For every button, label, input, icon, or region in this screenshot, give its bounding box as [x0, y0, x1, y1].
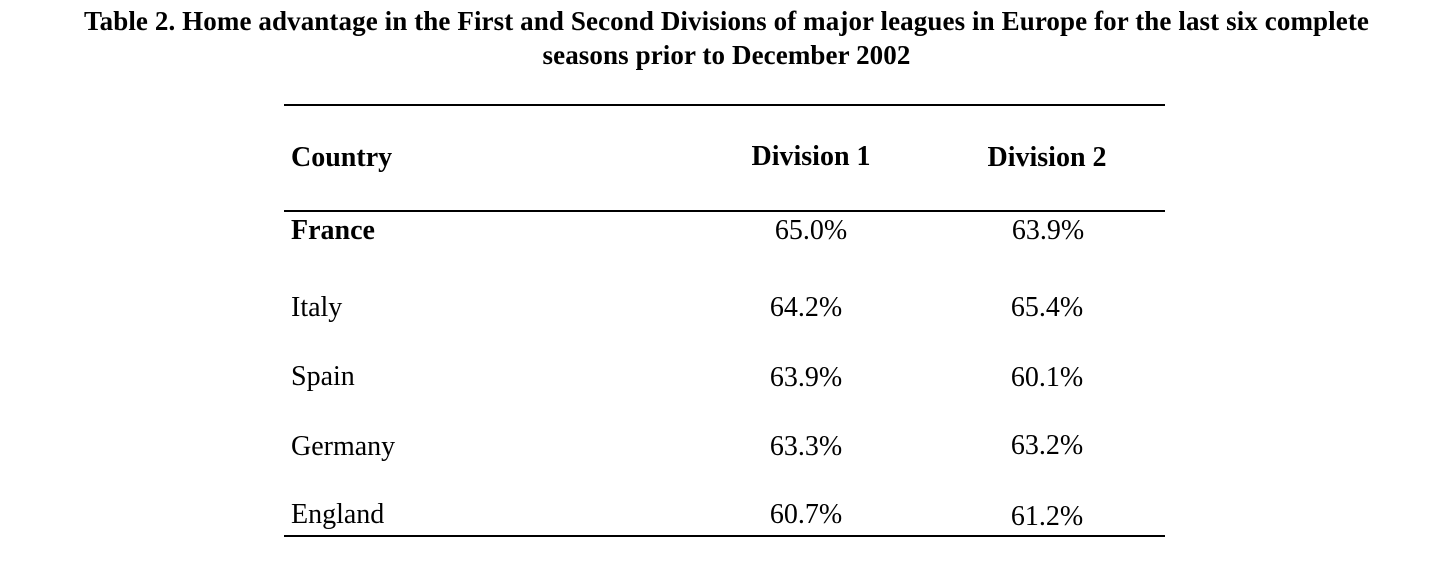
row-division-1-value: 60.7% — [769, 499, 843, 530]
row-country: Italy — [291, 292, 343, 323]
row-division-1-value: 65.0% — [774, 215, 848, 246]
row-division-2-value: 63.2% — [1010, 430, 1084, 461]
table-caption: Table 2. Home advantage in the First and… — [0, 4, 1453, 72]
row-country: Germany — [291, 431, 396, 462]
table-caption-line-2: seasons prior to December 2002 — [542, 40, 911, 70]
row-division-2-value: 60.1% — [1010, 362, 1084, 393]
header-country: Country — [291, 142, 393, 173]
row-division-1-value: 63.9% — [769, 362, 843, 393]
row-division-2-value: 63.9% — [1011, 215, 1085, 246]
row-division-1-value: 63.3% — [769, 431, 843, 462]
table-top-rule — [284, 104, 1165, 106]
table-bottom-rule — [284, 535, 1165, 537]
table-caption-line-1: Table 2. Home advantage in the First and… — [83, 6, 1370, 36]
row-division-1-value: 64.2% — [769, 292, 843, 323]
header-division-2: Division 2 — [987, 142, 1107, 173]
table-header-rule — [284, 210, 1165, 212]
row-division-2-value: 61.2% — [1010, 501, 1084, 532]
header-division-1: Division 1 — [751, 141, 871, 172]
row-country: Spain — [291, 361, 355, 392]
row-country: France — [291, 215, 375, 246]
row-country: England — [291, 499, 385, 530]
row-division-2-value: 65.4% — [1010, 292, 1084, 323]
